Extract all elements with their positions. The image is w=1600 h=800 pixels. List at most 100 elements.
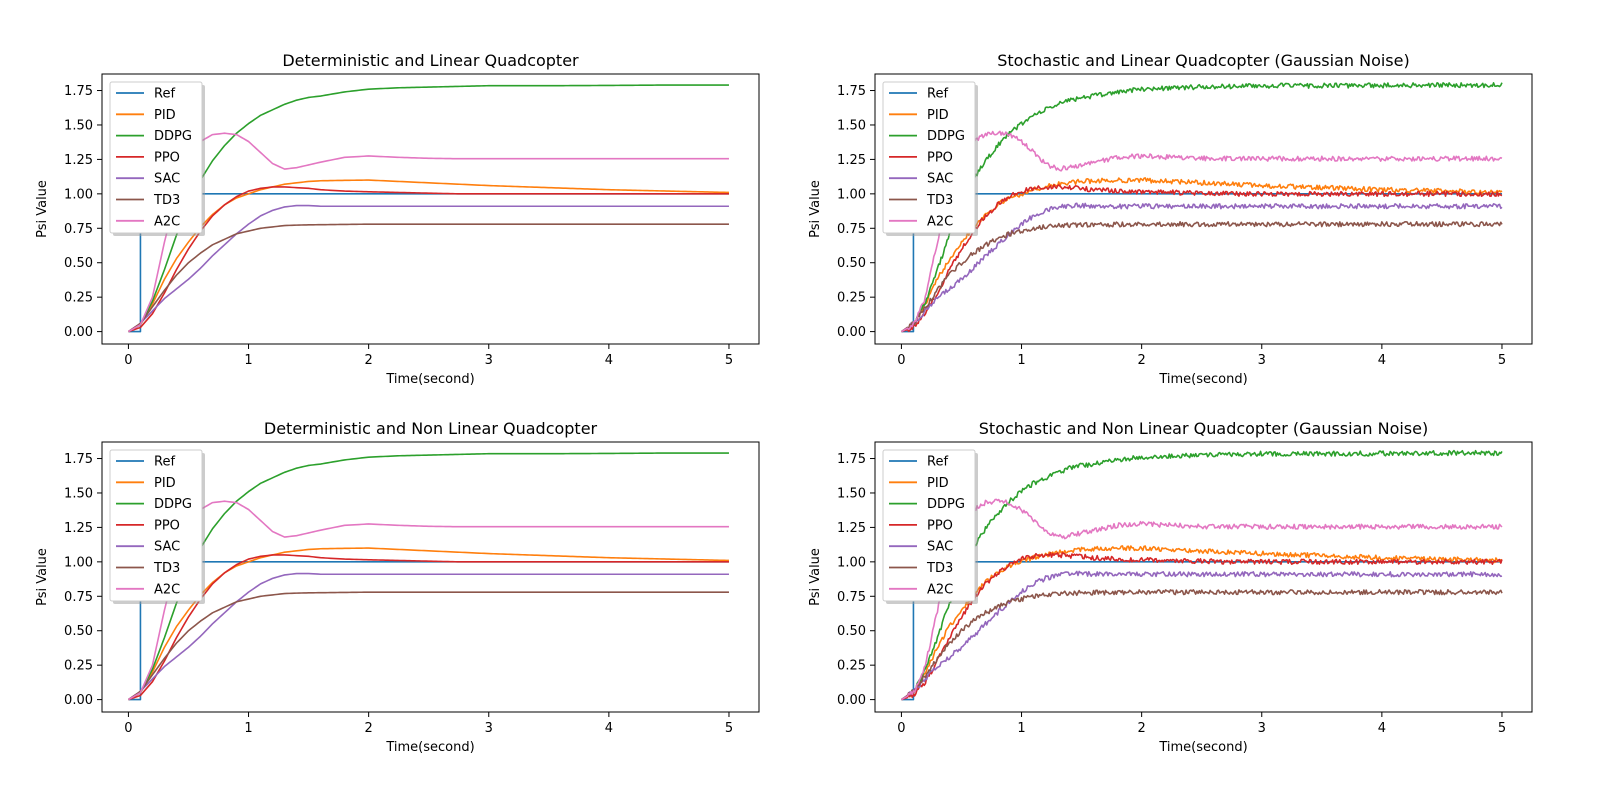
y-tick-label: 1.75	[837, 452, 866, 467]
legend-label: SAC	[927, 172, 953, 187]
legend-label: PPO	[154, 150, 180, 165]
series-line-a2c	[128, 132, 729, 333]
x-axis-label: Time(second)	[385, 372, 474, 387]
legend-box	[109, 81, 203, 234]
y-axis-label: Psi Value	[808, 180, 823, 238]
plot-frame	[874, 441, 1533, 713]
x-tick-label: 3	[1258, 721, 1266, 736]
x-tick-label: 4	[605, 353, 613, 368]
series-line-ppo	[901, 183, 1503, 333]
y-tick-label: 1.75	[64, 84, 93, 99]
subplot-4: Stochastic and Non Linear Quadcopter (Ga…	[808, 419, 1533, 755]
legend-label: A2C	[927, 214, 953, 229]
legend-label: SAC	[154, 172, 180, 187]
legend-label: PPO	[154, 518, 180, 533]
y-tick-label: 0.75	[64, 222, 93, 237]
series-line-a2c	[901, 498, 1503, 701]
legend-label: PID	[927, 476, 949, 491]
legend-label: TD3	[153, 193, 180, 208]
x-tick-label: 2	[1138, 721, 1146, 736]
y-tick-label: 0.50	[64, 624, 93, 639]
series-line-a2c	[128, 500, 729, 701]
series-line-a2c	[901, 130, 1503, 333]
y-tick-label: 1.00	[64, 555, 93, 570]
series-line-ref	[128, 193, 729, 333]
legend-label: A2C	[927, 582, 953, 597]
series-line-pid	[901, 177, 1503, 333]
y-axis-label: Psi Value	[35, 548, 50, 606]
y-tick-label: 0.25	[837, 291, 866, 306]
legend-label: Ref	[154, 87, 175, 102]
y-tick-label: 1.00	[837, 555, 866, 570]
y-tick-label: 0.50	[837, 256, 866, 271]
series-line-sac	[900, 570, 1503, 701]
series-group	[900, 81, 1503, 333]
y-tick-label: 0.00	[837, 693, 866, 708]
legend: Ref PID DDPG PPO SAC TD3 A2C	[882, 81, 978, 236]
series-group	[127, 452, 729, 701]
y-tick-label: 0.00	[837, 325, 866, 340]
y-axis: 0.00 0.25 0.50 0.75 1.00 1.25 1.50 1.75	[64, 452, 102, 708]
x-tick-label: 3	[1258, 353, 1266, 368]
legend-label: Ref	[927, 87, 948, 102]
y-tick-label: 1.75	[837, 84, 866, 99]
y-tick-label: 1.00	[64, 187, 93, 202]
x-axis: 0 1 2 3 4 5	[124, 344, 733, 368]
legend-label: A2C	[154, 214, 180, 229]
series-line-td3	[900, 220, 1503, 333]
x-axis: 0 1 2 3 4 5	[897, 344, 1506, 368]
legend-label: SAC	[927, 540, 953, 555]
series-line-td3	[127, 223, 729, 333]
x-tick-label: 3	[485, 353, 493, 368]
y-tick-label: 1.25	[837, 521, 866, 536]
y-tick-label: 0.25	[837, 659, 866, 674]
legend-label: Ref	[927, 455, 948, 470]
x-tick-label: 5	[725, 721, 733, 736]
y-tick-label: 0.25	[64, 291, 93, 306]
x-tick-label: 1	[1017, 353, 1025, 368]
y-tick-label: 0.00	[64, 325, 93, 340]
y-tick-label: 1.50	[64, 486, 93, 501]
legend: Ref PID DDPG PPO SAC TD3 A2C	[882, 449, 978, 604]
x-tick-label: 1	[244, 353, 252, 368]
x-tick-label: 1	[1017, 721, 1025, 736]
legend-box	[882, 449, 976, 602]
series-line-ddpg	[901, 449, 1503, 701]
legend-box	[882, 81, 976, 234]
y-tick-label: 1.00	[837, 187, 866, 202]
subplot-2: Stochastic and Linear Quadcopter (Gaussi…	[808, 51, 1533, 387]
y-axis-label: Psi Value	[808, 548, 823, 606]
y-tick-label: 1.25	[64, 153, 93, 168]
y-tick-label: 1.50	[837, 486, 866, 501]
chart-title: Deterministic and Linear Quadcopter	[282, 51, 579, 70]
legend-box	[109, 449, 203, 602]
legend-label: TD3	[153, 561, 180, 576]
y-tick-label: 1.75	[64, 452, 93, 467]
legend-label: SAC	[154, 540, 180, 555]
x-tick-label: 4	[1378, 353, 1386, 368]
series-line-pid	[901, 545, 1503, 701]
legend-label: PPO	[927, 518, 953, 533]
x-tick-label: 5	[725, 353, 733, 368]
y-axis-label: Psi Value	[35, 180, 50, 238]
y-tick-label: 1.25	[837, 153, 866, 168]
x-tick-label: 0	[124, 721, 132, 736]
x-tick-label: 0	[897, 721, 905, 736]
plot-frame	[101, 73, 760, 345]
x-tick-label: 2	[365, 721, 373, 736]
legend-label: PID	[154, 476, 176, 491]
chart-title: Stochastic and Non Linear Quadcopter (Ga…	[979, 419, 1428, 438]
series-group	[127, 84, 729, 333]
series-line-ref	[901, 561, 1502, 701]
series-group	[900, 449, 1503, 701]
series-line-sac	[900, 202, 1503, 333]
x-tick-label: 0	[897, 353, 905, 368]
x-axis-label: Time(second)	[385, 740, 474, 755]
x-tick-label: 2	[365, 353, 373, 368]
y-tick-label: 0.25	[64, 659, 93, 674]
series-line-ppo	[128, 554, 729, 701]
x-axis: 0 1 2 3 4 5	[124, 712, 733, 736]
x-tick-label: 3	[485, 721, 493, 736]
x-tick-label: 0	[124, 353, 132, 368]
